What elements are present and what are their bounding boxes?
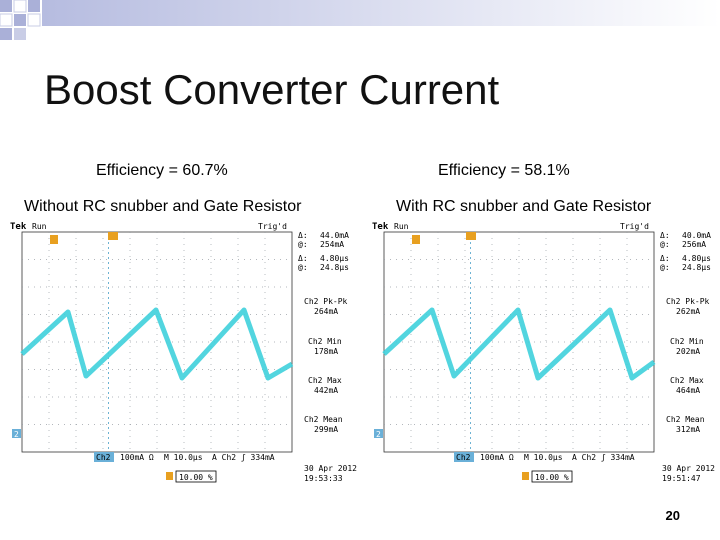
scope-run: Run: [394, 222, 409, 231]
bottom-ch2-badge: [94, 452, 114, 462]
meas-pkpk-label: Ch2 Pk-Pk: [666, 297, 710, 306]
grid: [21, 231, 293, 453]
scope-trig: Trig'd: [620, 222, 649, 231]
cursor-at-t-value: 24.8µs: [682, 263, 711, 272]
horiz-pos-icon: [166, 472, 173, 480]
current-waveform: [20, 307, 294, 381]
horiz-pos-box: [175, 470, 217, 483]
scope-time: 19:53:33: [304, 474, 343, 483]
bottom-trigger: A Ch2 ʃ 334mA: [212, 453, 275, 462]
oscilloscope-left: Tek Run Trig'd 2 Δ: 44.0mA @: 254mA Δ: 4…: [8, 216, 370, 486]
cursor-delta-value: 40.0mA: [682, 231, 711, 240]
cursor-at-value: 256mA: [682, 240, 706, 249]
cursor-at-value: 254mA: [320, 240, 344, 249]
cursor-delta-value: 44.0mA: [320, 231, 349, 240]
ch1-marker-icon: [50, 235, 58, 244]
bottom-trigger: A Ch2 ʃ 334mA: [572, 453, 635, 462]
meas-min-value: 202mA: [676, 347, 700, 356]
bottom-time: M 10.0µs: [524, 453, 563, 462]
ch2-marker-label: 2: [376, 430, 381, 439]
page-number: 20: [665, 508, 680, 523]
scope-run: Run: [32, 222, 47, 231]
meas-max-value: 464mA: [676, 386, 700, 395]
bottom-ch: Ch2: [96, 453, 111, 462]
meas-mean-value: 312mA: [676, 425, 700, 434]
trace: [382, 307, 656, 381]
cursor-delta-label: Δ:: [298, 231, 308, 240]
trigger-marker-icon: [466, 232, 476, 240]
graticule-border: [21, 231, 293, 453]
cursor-at-t-value: 24.8µs: [320, 263, 349, 272]
scope-brand: Tek: [10, 222, 27, 232]
efficiency-right: Efficiency = 58.1%: [438, 162, 570, 179]
meas-min-label: Ch2 Min: [670, 337, 704, 346]
decorative-squares: [0, 0, 720, 40]
meas-min-value: 178mA: [314, 347, 338, 356]
meas-mean-label: Ch2 Mean: [666, 415, 705, 424]
meas-pkpk-label: Ch2 Pk-Pk: [304, 297, 348, 306]
horiz-pos-icon: [522, 472, 529, 480]
cursor-dt-value: 4.80µs: [682, 254, 711, 263]
cursor-dt-value: 4.80µs: [320, 254, 349, 263]
cursor-dt-label: Δ:: [660, 254, 670, 263]
meas-mean-label: Ch2 Mean: [304, 415, 343, 424]
ch2-ground-marker-icon: [12, 429, 21, 438]
cursor-at-label: @:: [298, 240, 308, 249]
meas-max-value: 442mA: [314, 386, 338, 395]
ch2-ground-marker-icon: [374, 429, 383, 438]
scope-date: 30 Apr 2012: [304, 464, 357, 473]
scope-trig: Trig'd: [258, 222, 287, 231]
ch2-marker-label: 2: [14, 430, 19, 439]
horiz-pos-box: [531, 470, 573, 483]
bottom-time: M 10.0µs: [164, 453, 203, 462]
ch1-marker-icon: [412, 235, 420, 244]
bottom-pct: 10.00 %: [535, 473, 569, 482]
trace: [20, 307, 294, 381]
meas-mean-value: 299mA: [314, 425, 338, 434]
condition-left: Without RC snubber and Gate Resistor: [24, 198, 302, 215]
trigger-marker-icon: [108, 232, 118, 240]
scope-brand: Tek: [372, 222, 389, 232]
efficiency-left: Efficiency = 60.7%: [96, 162, 228, 179]
meas-max-label: Ch2 Max: [670, 376, 704, 385]
graticule-border: [383, 231, 655, 453]
bottom-scale: 100mA Ω: [480, 453, 514, 462]
meas-min-label: Ch2 Min: [308, 337, 342, 346]
meas-pkpk-value: 264mA: [314, 307, 338, 316]
cursor-delta-label: Δ:: [660, 231, 670, 240]
condition-right: With RC snubber and Gate Resistor: [396, 198, 652, 215]
cursor-at-t-label: @:: [660, 263, 670, 272]
cursor-at-label: @:: [660, 240, 670, 249]
grid: [383, 231, 655, 453]
scope-time: 19:51:47: [662, 474, 701, 483]
cursor-dt-label: Δ:: [298, 254, 308, 263]
current-waveform: [382, 307, 656, 381]
bottom-ch: Ch2: [456, 453, 471, 462]
scope-date: 30 Apr 2012: [662, 464, 715, 473]
meas-max-label: Ch2 Max: [308, 376, 342, 385]
oscilloscope-right: Tek Run Trig'd 2 Δ: 40.0mA @: 256mA Δ: 4…: [370, 216, 720, 486]
bottom-pct: 10.00 %: [179, 473, 213, 482]
cursor-at-t-label: @:: [298, 263, 308, 272]
meas-pkpk-value: 262mA: [676, 307, 700, 316]
slide-title: Boost Converter Current: [44, 66, 500, 113]
bottom-ch2-badge: [454, 452, 474, 462]
bottom-scale: 100mA Ω: [120, 453, 154, 462]
